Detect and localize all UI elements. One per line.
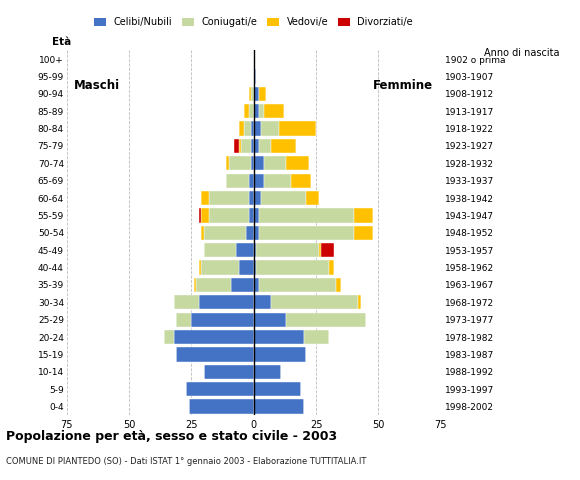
Bar	[278, 121, 316, 136]
Bar	[271, 139, 296, 153]
Bar	[201, 191, 209, 205]
Bar	[199, 295, 254, 310]
Bar	[254, 365, 281, 379]
Bar	[254, 278, 259, 292]
Bar	[261, 191, 306, 205]
Text: Femmine: Femmine	[373, 79, 433, 92]
Bar	[254, 104, 259, 119]
Bar	[304, 330, 328, 344]
Bar	[353, 208, 374, 223]
Bar	[251, 121, 254, 136]
Bar	[244, 121, 251, 136]
Text: Età: Età	[52, 37, 71, 47]
Text: Anno di nascita: Anno di nascita	[484, 48, 560, 58]
Bar	[231, 278, 254, 292]
Bar	[176, 312, 191, 327]
Text: Maschi: Maschi	[74, 79, 120, 92]
Bar	[254, 330, 304, 344]
Bar	[209, 208, 249, 223]
Bar	[259, 104, 264, 119]
Bar	[191, 312, 254, 327]
Bar	[259, 278, 336, 292]
Bar	[261, 121, 279, 136]
Bar	[164, 330, 174, 344]
Bar	[239, 121, 244, 136]
Bar	[254, 295, 271, 310]
Bar	[306, 191, 318, 205]
Bar	[256, 243, 318, 257]
Bar	[328, 261, 334, 275]
Bar	[239, 261, 254, 275]
Bar	[204, 226, 246, 240]
Bar	[254, 191, 261, 205]
Bar	[286, 156, 309, 170]
Bar	[353, 226, 374, 240]
Bar	[336, 278, 341, 292]
Bar	[204, 365, 254, 379]
Bar	[246, 226, 254, 240]
Bar	[254, 87, 259, 101]
Bar	[254, 156, 264, 170]
Bar	[254, 243, 256, 257]
Bar	[291, 174, 311, 188]
Bar	[194, 278, 197, 292]
Bar	[249, 191, 254, 205]
Bar	[259, 139, 271, 153]
Bar	[249, 208, 254, 223]
Bar	[254, 382, 301, 396]
Bar	[234, 139, 239, 153]
Bar	[358, 295, 361, 310]
Bar	[209, 191, 249, 205]
Bar	[236, 243, 254, 257]
Text: COMUNE DI PIANTEDO (SO) - Dati ISTAT 1° gennaio 2003 - Elaborazione TUTTITALIA.I: COMUNE DI PIANTEDO (SO) - Dati ISTAT 1° …	[6, 457, 366, 466]
Bar	[254, 69, 256, 84]
Bar	[249, 87, 251, 101]
Bar	[271, 295, 358, 310]
Bar	[286, 312, 366, 327]
Bar	[239, 139, 241, 153]
Bar	[226, 174, 249, 188]
Bar	[254, 312, 286, 327]
Bar	[254, 121, 261, 136]
Bar	[254, 226, 259, 240]
Bar	[201, 226, 204, 240]
Bar	[229, 156, 251, 170]
Bar	[259, 226, 353, 240]
Bar	[254, 208, 259, 223]
Text: Popolazione per età, sesso e stato civile - 2003: Popolazione per età, sesso e stato civil…	[6, 430, 337, 443]
Bar	[256, 261, 329, 275]
Bar	[244, 104, 249, 119]
Bar	[259, 208, 353, 223]
Bar	[254, 174, 264, 188]
Bar	[201, 261, 239, 275]
Bar	[254, 347, 306, 361]
Bar	[204, 243, 236, 257]
Bar	[197, 278, 231, 292]
Legend: Celibi/Nubili, Coniugati/e, Vedovi/e, Divorziati/e: Celibi/Nubili, Coniugati/e, Vedovi/e, Di…	[90, 13, 417, 31]
Bar	[199, 261, 201, 275]
Bar	[254, 399, 304, 414]
Bar	[264, 104, 284, 119]
Bar	[189, 399, 254, 414]
Bar	[176, 347, 254, 361]
Bar	[226, 156, 229, 170]
Bar	[201, 208, 209, 223]
Bar	[251, 87, 254, 101]
Bar	[254, 261, 256, 275]
Bar	[251, 139, 254, 153]
Bar	[254, 139, 259, 153]
Bar	[264, 156, 286, 170]
Bar	[249, 104, 254, 119]
Bar	[264, 174, 291, 188]
Bar	[249, 174, 254, 188]
Bar	[251, 156, 254, 170]
Bar	[186, 382, 254, 396]
Bar	[241, 139, 251, 153]
Bar	[199, 208, 201, 223]
Bar	[174, 295, 199, 310]
Bar	[174, 330, 254, 344]
Bar	[259, 87, 266, 101]
Bar	[318, 243, 321, 257]
Bar	[321, 243, 334, 257]
